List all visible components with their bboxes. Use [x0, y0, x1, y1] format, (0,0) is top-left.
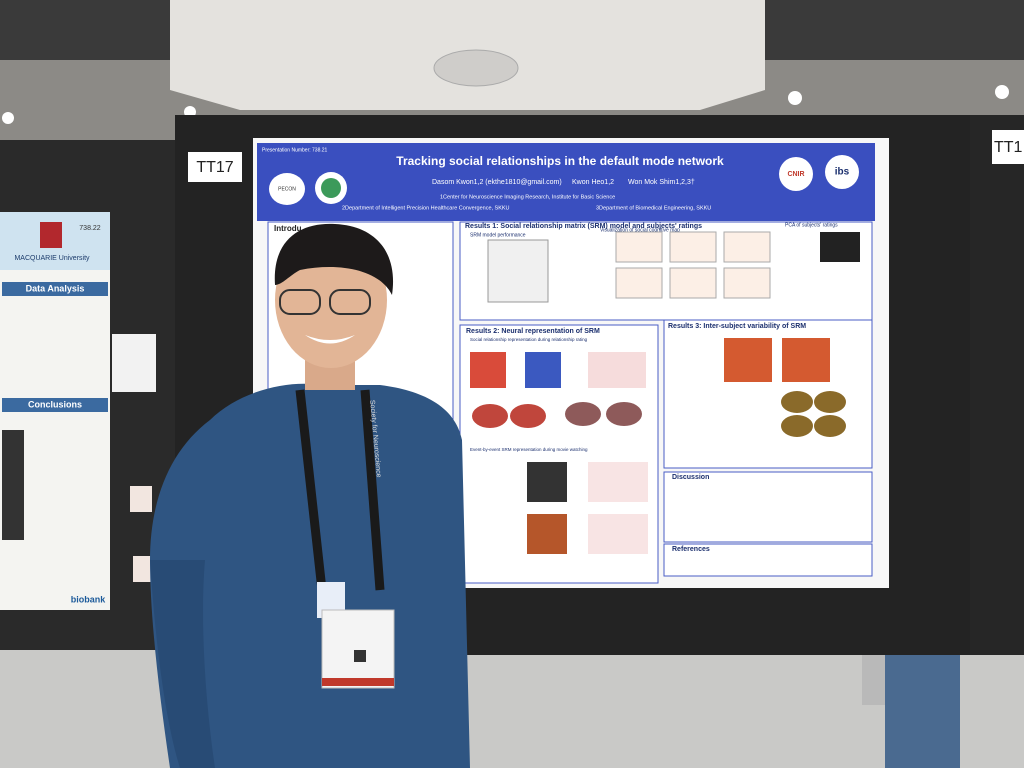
figure	[2, 430, 24, 540]
light	[788, 91, 802, 105]
brain-figure	[781, 391, 813, 413]
figure	[588, 462, 648, 502]
board-label-bg	[188, 152, 242, 182]
author: Kwon Heo1,2	[572, 179, 614, 186]
figure	[525, 352, 561, 388]
light	[995, 85, 1009, 99]
figure	[669, 267, 717, 299]
section-heading: Results 3: Inter-subject variability of …	[668, 323, 806, 330]
poster-header	[257, 143, 875, 221]
section-heading: References	[672, 546, 710, 553]
section-heading: Results 2: Neural representation of SRM	[466, 328, 600, 335]
figure	[527, 462, 567, 502]
brain-figure	[781, 415, 813, 437]
university-crest	[40, 222, 62, 248]
logo-bg	[779, 157, 813, 191]
cup	[130, 486, 152, 512]
poster-title: Tracking social relationships in the def…	[396, 154, 724, 168]
air-vent	[433, 49, 519, 87]
brain-figure	[814, 391, 846, 413]
heading-bg	[2, 398, 108, 412]
panel	[663, 471, 873, 543]
subheading: Event-by-event SRM representation during…	[470, 447, 588, 452]
section-heading: Data Analysis	[26, 283, 85, 293]
board	[970, 115, 1024, 655]
smile	[305, 335, 355, 344]
lanyard	[295, 389, 385, 591]
figure	[723, 267, 771, 299]
figure	[615, 267, 663, 299]
panel	[663, 543, 873, 577]
badge-stripe	[322, 678, 394, 686]
figure	[724, 338, 772, 382]
brain-figure	[510, 404, 546, 428]
poster-number: 738.22	[79, 225, 101, 232]
affiliation: 1Center for Neuroscience Imaging Researc…	[440, 194, 615, 200]
author: Won Mok Shim1,2,3†	[628, 179, 695, 186]
heading-bg	[2, 282, 108, 296]
author: Dasom Kwon1,2 (ekthe1810@gmail.com)	[432, 179, 562, 186]
figure	[588, 352, 646, 388]
presentation-number: Presentation Number: 738.21	[262, 147, 328, 153]
logo-mark	[321, 178, 341, 198]
board-label-bg	[992, 130, 1024, 164]
brain-figure	[565, 402, 601, 426]
light	[2, 112, 14, 124]
note-card	[112, 334, 156, 392]
person-legs	[885, 655, 960, 768]
figure	[723, 231, 771, 263]
badge	[321, 609, 395, 689]
figure	[669, 231, 717, 263]
glasses	[279, 289, 321, 315]
brain-figure	[814, 415, 846, 437]
figure	[487, 239, 549, 303]
figure	[470, 352, 506, 388]
affiliation: 3Department of Biomedical Engineering, S…	[596, 205, 711, 211]
section-heading: Discussion	[672, 474, 709, 481]
logo-bg	[825, 155, 859, 189]
subheading: Social relationship representation durin…	[470, 337, 588, 342]
logo: CNIR	[787, 171, 804, 178]
subheading: Visualization of social cognitive map	[600, 227, 680, 233]
affiliation: 2Department of Intelligent Precision Hea…	[342, 205, 510, 211]
university-name: MACQUARIE University	[14, 255, 90, 262]
sleeve	[150, 560, 215, 768]
figure	[782, 338, 830, 382]
figure	[588, 514, 648, 554]
figure	[820, 232, 860, 262]
brain-figure	[472, 404, 508, 428]
hair	[274, 223, 394, 295]
section-heading: Conclusions	[28, 399, 82, 409]
cup	[133, 556, 153, 582]
brain-figure	[606, 402, 642, 426]
figure	[615, 231, 663, 263]
board-label: TT17	[196, 159, 233, 176]
logo: ibs	[835, 167, 850, 178]
glasses	[329, 289, 371, 315]
section-heading: Introdu	[274, 224, 302, 233]
board-label: TT1	[994, 139, 1023, 156]
subheading: PCA of subjects' ratings	[785, 222, 838, 228]
logo-bg	[269, 173, 305, 205]
logo: PECON	[278, 186, 296, 192]
section-heading: Results 1: Social relationship matrix (S…	[465, 223, 702, 230]
qr-code	[354, 650, 366, 662]
figure	[527, 514, 567, 554]
logo: biobank	[71, 594, 106, 604]
subheading: SRM model performance	[470, 232, 526, 238]
